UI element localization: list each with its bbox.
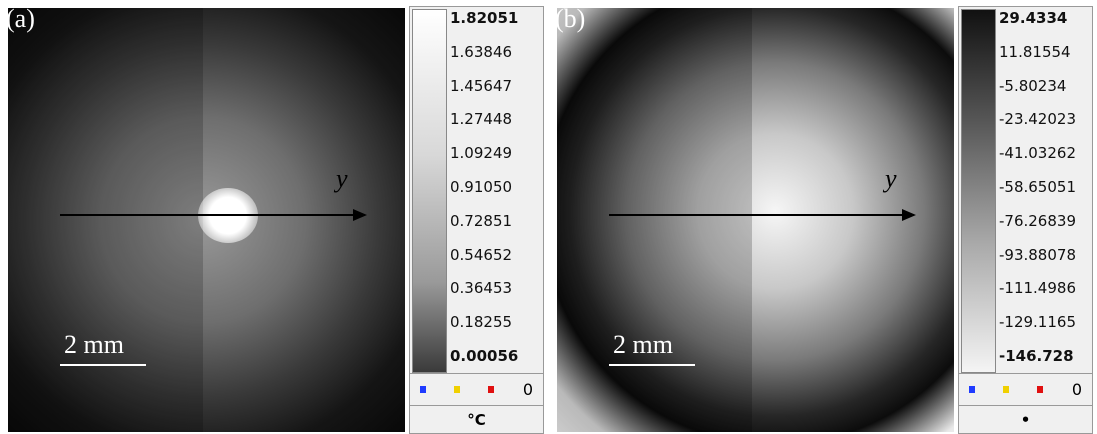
legend-count: 0 xyxy=(1071,380,1082,399)
colorbar-label: -76.26839 xyxy=(999,211,1076,230)
colorbar-gradient xyxy=(412,9,447,373)
colorbar-label: -5.80234 xyxy=(999,76,1067,95)
colorbar: 1.82051 1.63846 1.45647 1.27448 1.09249 0.910… xyxy=(409,6,544,434)
axis-arrow xyxy=(609,209,916,221)
panel-label: (b) xyxy=(555,4,586,33)
colorbar-label: 29.4334 xyxy=(999,9,1068,27)
colorbar-label: 0.54652 xyxy=(450,245,513,264)
axis-arrow xyxy=(60,209,367,221)
colorbar-label: 0.36453 xyxy=(450,279,513,298)
legend-swatch xyxy=(1003,386,1009,393)
legend-swatch xyxy=(488,386,494,393)
colorbar-label: 1.63846 xyxy=(450,42,513,61)
scale-bar xyxy=(60,364,146,366)
legend-row: 0 xyxy=(959,373,1092,405)
colorbar-label: 11.81554 xyxy=(999,42,1071,61)
colorbar-unit: • xyxy=(959,405,1092,434)
legend-swatch xyxy=(1037,386,1043,393)
axis-label: y xyxy=(885,164,897,193)
colorbar-label: -23.42023 xyxy=(999,110,1076,129)
legend-count: 0 xyxy=(522,380,533,399)
thermal-image xyxy=(557,8,954,432)
legend-swatch xyxy=(454,386,460,393)
colorbar-label: 0.18255 xyxy=(450,313,513,332)
colorbar-label: 1.45647 xyxy=(450,76,513,95)
colorbar-label: -129.1165 xyxy=(999,313,1076,332)
colorbar-label: -93.88078 xyxy=(999,245,1076,264)
colorbar-label: -111.4986 xyxy=(999,279,1076,298)
colorbar-label: 0.00056 xyxy=(450,347,519,365)
colorbar: 29.4334 11.81554 -5.80234 -23.42023 -41.0326… xyxy=(958,6,1093,434)
legend-row: 0 xyxy=(410,373,543,405)
legend-swatch xyxy=(420,386,426,393)
colorbar-label: -41.03262 xyxy=(999,144,1076,163)
colorbar-label: 1.09249 xyxy=(450,144,513,163)
panel-label: (a) xyxy=(6,4,35,33)
colorbar-label: 0.91050 xyxy=(450,178,513,196)
colorbar-gradient xyxy=(961,9,996,373)
scale-bar-label: 2 mm xyxy=(613,330,673,359)
colorbar-label: 0.72851 xyxy=(450,211,513,230)
axis-label: y xyxy=(336,164,348,193)
scale-bar-label: 2 mm xyxy=(64,330,124,359)
colorbar-label: -146.728 xyxy=(999,347,1074,365)
scale-bar xyxy=(609,364,695,366)
colorbar-unit: °C xyxy=(410,405,543,434)
colorbar-label: 1.27448 xyxy=(450,110,513,129)
legend-swatch xyxy=(969,386,975,393)
thermal-image xyxy=(8,8,405,432)
colorbar-label: 1.82051 xyxy=(450,9,519,27)
colorbar-label: -58.65051 xyxy=(999,178,1076,196)
